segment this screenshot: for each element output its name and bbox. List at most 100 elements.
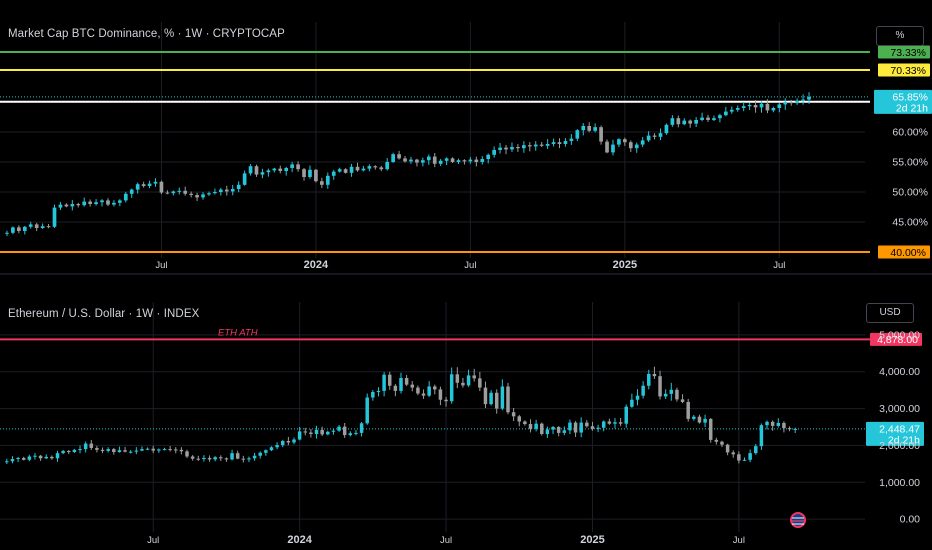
candle-body <box>123 193 128 201</box>
candle-body <box>506 386 510 413</box>
candle-body <box>207 193 211 195</box>
candle-body <box>468 159 473 162</box>
candle-body <box>720 441 724 445</box>
candle-body <box>325 175 330 185</box>
candle-body <box>765 103 770 111</box>
candle-body <box>498 147 502 150</box>
candle-body <box>88 201 92 204</box>
candle-body <box>241 458 246 460</box>
candle-body <box>596 427 600 429</box>
y-tick-label: 5,000.00 <box>879 329 920 341</box>
candle-body <box>748 453 752 460</box>
candle-body <box>52 207 57 227</box>
candle-body <box>449 374 454 402</box>
candle-body <box>776 422 781 426</box>
candle-body <box>641 385 645 396</box>
candle-body <box>628 142 633 149</box>
candle-body <box>703 418 707 423</box>
candle-body <box>128 451 133 453</box>
top-panel-yaxis[interactable]: 60.00% 55.00% 50.00% 45.00% <box>892 127 928 229</box>
candle-body <box>46 226 51 228</box>
candle-body <box>611 144 615 153</box>
candle-body <box>296 164 300 170</box>
candle-body <box>252 455 257 459</box>
us-flag-icon[interactable] <box>790 512 806 528</box>
candle-body <box>747 105 752 107</box>
candle-body <box>556 427 561 433</box>
candle-body <box>308 169 312 177</box>
candle-body <box>320 181 324 185</box>
last-price-badge <box>866 421 924 446</box>
candle-body <box>807 96 811 100</box>
candle-body <box>618 422 623 424</box>
candle-body <box>438 160 443 164</box>
level-price-label: 40.00% <box>890 247 926 259</box>
candle-body <box>403 158 407 162</box>
candle-body <box>290 164 294 168</box>
candle-body <box>331 430 336 432</box>
candle-body <box>601 421 606 428</box>
candle-body <box>753 105 758 108</box>
candle-body <box>242 173 247 185</box>
candle-body <box>202 457 206 460</box>
candle-body <box>444 399 448 402</box>
candle-body <box>399 378 403 391</box>
candle-body <box>195 195 199 198</box>
bottom-panel-candles[interactable] <box>5 366 797 465</box>
candle-body <box>168 449 172 451</box>
candle-body <box>248 166 253 174</box>
bottom-unit-button[interactable]: USD <box>866 303 914 323</box>
level-price-label: 70.33% <box>890 65 926 77</box>
candle-body <box>11 227 15 233</box>
candle-body <box>630 399 634 407</box>
candle-body <box>575 130 580 139</box>
candle-body <box>511 412 516 417</box>
top-unit-button[interactable]: % <box>876 26 924 46</box>
candle-body <box>64 204 69 207</box>
candle-body <box>314 169 318 182</box>
y-tick-label: 1,000.00 <box>879 477 920 489</box>
candle-body <box>185 451 189 457</box>
level-annotation: ETH ATH <box>218 327 258 338</box>
candle-body <box>492 150 496 155</box>
top-panel-candles[interactable] <box>5 92 811 237</box>
candle-body <box>478 378 482 388</box>
candle-body <box>569 138 574 141</box>
last-price-label: 65.85% <box>892 91 928 103</box>
candle-body <box>151 448 155 451</box>
bottom-panel-xaxis[interactable]: Jul 2024 Jul 2025 Jul <box>147 534 745 546</box>
x-tick-label: 2025 <box>613 259 637 271</box>
candle-body <box>5 461 9 463</box>
candle-body <box>348 433 353 436</box>
candle-body <box>28 224 33 227</box>
candle-body <box>309 432 313 434</box>
candle-body <box>22 226 27 231</box>
candle-body <box>145 448 150 450</box>
candle-body <box>771 108 776 111</box>
bottom-panel-yaxis[interactable]: 5,000.00 4,000.00 3,000.00 2,000.00 1,000.00… <box>879 329 920 525</box>
x-tick-label: Jul <box>773 260 785 271</box>
candle-body <box>801 99 805 101</box>
candle-body <box>404 378 409 385</box>
candle-body <box>78 449 82 451</box>
top-panel-xaxis[interactable]: Jul 2024 Jul 2025 Jul <box>155 259 785 271</box>
x-tick-label: 2024 <box>304 259 329 271</box>
candle-body <box>635 395 640 400</box>
candle-body <box>700 117 704 120</box>
candle-body <box>742 459 747 461</box>
candle-body <box>272 168 277 171</box>
candle-body <box>557 142 562 144</box>
x-tick-label: 2024 <box>287 534 312 546</box>
candle-body <box>494 392 499 409</box>
candle-body <box>486 154 491 159</box>
candle-body <box>219 457 223 459</box>
x-tick-label: Jul <box>733 535 745 546</box>
candle-body <box>135 184 140 190</box>
candle-body <box>376 390 381 392</box>
candle-body <box>320 429 324 435</box>
candle-body <box>516 147 520 149</box>
candle-body <box>129 189 134 194</box>
candle-body <box>5 232 9 234</box>
candle-body <box>354 432 358 434</box>
